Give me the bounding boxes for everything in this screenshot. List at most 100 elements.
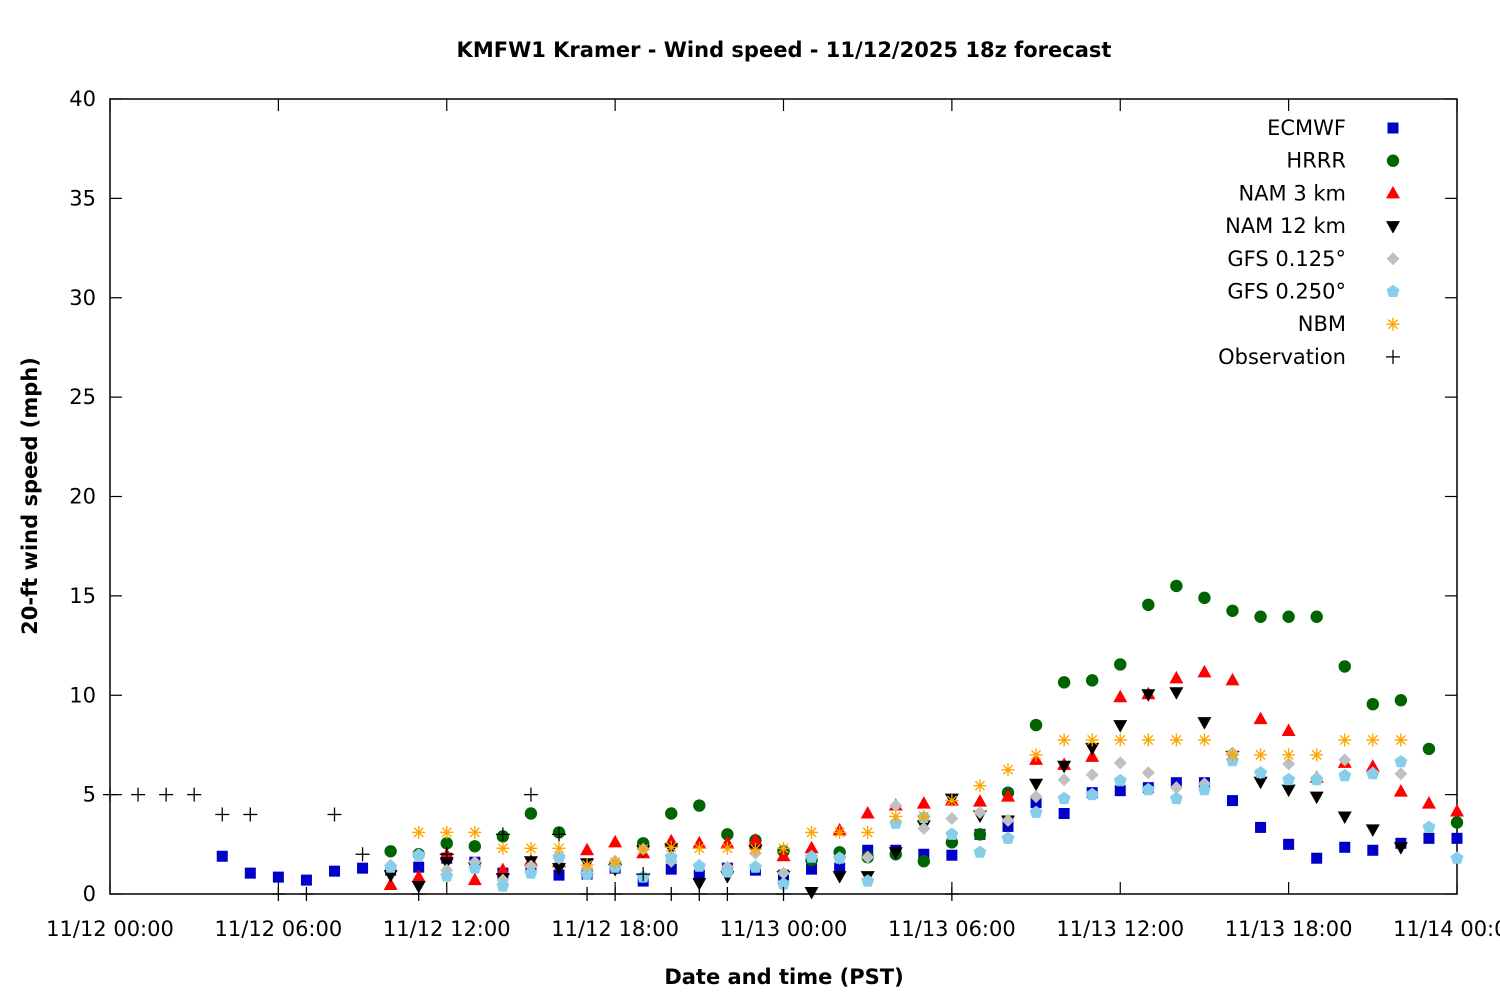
y-tick-label: 30	[69, 286, 96, 310]
data-point	[1001, 763, 1015, 777]
data-point	[411, 887, 426, 901]
data-point	[1310, 748, 1324, 762]
data-point	[664, 840, 678, 854]
data-point	[1394, 733, 1408, 747]
legend-label: ECMWF	[1267, 116, 1346, 140]
data-point	[329, 865, 340, 877]
data-point	[720, 841, 734, 855]
data-point	[1282, 772, 1296, 786]
data-point	[861, 825, 875, 839]
data-point	[1057, 791, 1071, 805]
x-tick-label: 11/12 00:00	[46, 917, 174, 941]
data-point	[777, 866, 790, 880]
data-point	[467, 872, 482, 886]
data-point	[1141, 766, 1155, 780]
legend-marker-circle-icon	[1386, 154, 1400, 167]
data-point	[861, 874, 875, 887]
legend-item: ECMWF	[1267, 116, 1399, 140]
data-point	[1113, 733, 1127, 747]
data-point	[1338, 768, 1352, 782]
data-point	[496, 841, 510, 855]
data-point	[1450, 816, 1464, 829]
legend-marker-asterisk-icon	[1386, 317, 1400, 331]
data-point	[552, 827, 566, 842]
data-point	[468, 840, 482, 853]
data-point	[636, 867, 651, 882]
data-point	[1450, 804, 1464, 817]
data-point	[1029, 790, 1043, 804]
data-point	[888, 847, 903, 860]
data-point	[918, 848, 930, 860]
legend-label: NBM	[1298, 312, 1346, 336]
data-point	[1393, 842, 1408, 855]
data-point	[216, 850, 228, 862]
x-tick-label: 11/13 06:00	[888, 917, 1016, 941]
y-tick-label: 20	[69, 485, 96, 509]
data-point	[720, 887, 735, 901]
data-point	[861, 850, 875, 864]
legend-label: GFS 0.250°	[1227, 280, 1346, 304]
data-point	[327, 807, 342, 822]
y-axis-label: 20-ft wind speed (mph)	[18, 357, 42, 635]
data-point	[1029, 778, 1044, 792]
data-point	[187, 787, 202, 802]
data-point	[1058, 808, 1070, 820]
data-point	[1283, 838, 1295, 850]
data-point	[1451, 832, 1463, 844]
data-point	[917, 821, 931, 835]
data-point	[834, 862, 846, 874]
data-point	[1282, 748, 1296, 762]
data-point	[664, 850, 678, 863]
data-point	[692, 841, 706, 855]
data-point	[103, 787, 117, 802]
data-point	[1057, 773, 1071, 787]
data-point	[1310, 772, 1324, 786]
data-point	[271, 887, 286, 901]
data-point	[889, 809, 903, 823]
x-tick-label: 11/14 00:00	[1393, 917, 1500, 941]
data-point	[665, 863, 677, 875]
data-point	[776, 848, 791, 862]
data-point	[1253, 776, 1268, 790]
data-point	[944, 887, 959, 901]
data-point	[832, 871, 847, 884]
data-point	[580, 858, 594, 872]
data-point	[945, 811, 959, 825]
data-point	[244, 867, 256, 879]
data-point	[1114, 785, 1126, 797]
legend-marker-triangle-up-icon	[1386, 185, 1400, 199]
data-point	[1142, 598, 1155, 612]
data-point	[1141, 782, 1155, 796]
data-point	[1085, 787, 1099, 801]
legend-label: HRRR	[1286, 149, 1346, 173]
y-tick-label: 0	[83, 882, 96, 906]
y-axis: 0 5 10 15 20 25 30 35 40	[69, 87, 1457, 906]
x-axis: 11/12 00:00 11/12 06:00 11/12 12:00 11/12 1…	[46, 99, 1500, 941]
data-point	[1169, 733, 1183, 747]
legend: ECMWF HRRR NAM 3 km NAM 12 km GFS 0.125° GFS …	[1218, 116, 1400, 369]
data-point	[1169, 670, 1184, 684]
data-point	[973, 828, 987, 841]
data-point	[693, 869, 705, 881]
data-point	[1310, 610, 1323, 623]
data-point	[413, 861, 425, 873]
data-point	[1141, 733, 1155, 747]
data-point	[411, 869, 426, 883]
data-point	[860, 806, 875, 819]
data-point	[664, 887, 679, 901]
data-point	[889, 799, 903, 813]
data-point	[580, 842, 595, 856]
y-tick-label: 5	[83, 783, 96, 807]
x-tick-label: 11/12 06:00	[215, 917, 343, 941]
data-point	[552, 850, 566, 863]
legend-marker-diamond-icon	[1386, 252, 1400, 266]
data-point	[468, 825, 482, 839]
data-point	[524, 866, 538, 879]
data-point	[749, 860, 762, 873]
data-point	[1254, 748, 1268, 762]
data-point	[215, 807, 230, 822]
data-point	[1226, 748, 1239, 762]
data-point	[720, 865, 734, 878]
y-tick-label: 10	[69, 683, 96, 707]
data-point	[833, 825, 847, 839]
